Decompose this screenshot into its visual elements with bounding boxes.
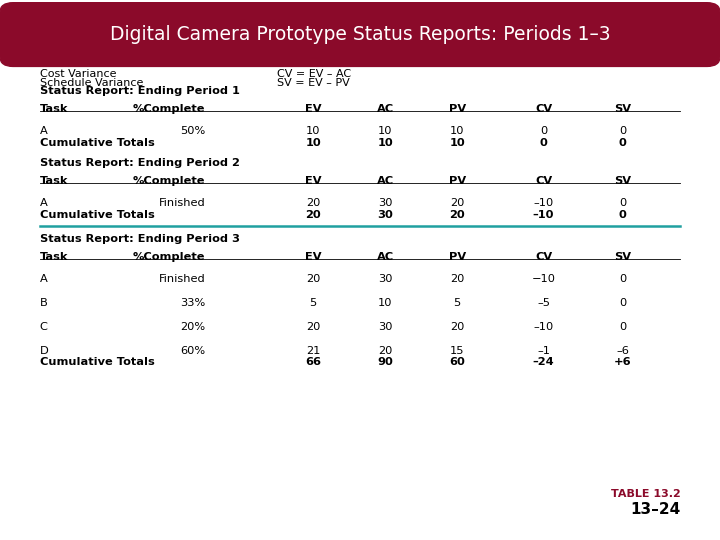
- Text: 20: 20: [450, 198, 464, 208]
- Text: 20: 20: [306, 198, 320, 208]
- Text: CV: CV: [535, 104, 552, 114]
- Text: 20: 20: [378, 346, 392, 356]
- Text: Task: Task: [40, 176, 68, 186]
- Text: 0: 0: [619, 322, 626, 332]
- Text: 66: 66: [305, 357, 321, 368]
- Text: Cumulative Totals: Cumulative Totals: [40, 357, 154, 368]
- Text: 0: 0: [540, 126, 547, 137]
- Text: 13–24: 13–24: [630, 502, 680, 517]
- Text: 20%: 20%: [180, 322, 205, 332]
- Text: 10: 10: [378, 126, 392, 137]
- Text: A: A: [40, 274, 48, 285]
- Text: 50%: 50%: [180, 126, 205, 137]
- Text: PV: PV: [449, 176, 466, 186]
- Text: 10: 10: [305, 138, 321, 149]
- Text: AC: AC: [377, 104, 394, 114]
- Text: D: D: [40, 346, 48, 356]
- Text: AC: AC: [377, 252, 394, 262]
- Text: 60%: 60%: [180, 346, 205, 356]
- Text: C: C: [40, 322, 48, 332]
- Text: SV = EV – PV: SV = EV – PV: [277, 78, 350, 88]
- Text: 33%: 33%: [180, 298, 205, 308]
- Text: 21: 21: [306, 346, 320, 356]
- Text: Cost Variance: Cost Variance: [40, 69, 116, 79]
- Text: %Complete: %Complete: [132, 176, 205, 186]
- Text: 0: 0: [619, 298, 626, 308]
- Text: 90: 90: [377, 357, 393, 368]
- Text: CV = EV – AC: CV = EV – AC: [277, 69, 351, 79]
- Text: 0: 0: [540, 138, 547, 149]
- Text: SV: SV: [614, 176, 631, 186]
- Text: Task: Task: [40, 252, 68, 262]
- Text: Task: Task: [40, 104, 68, 114]
- Text: 10: 10: [377, 138, 393, 149]
- Text: PV: PV: [449, 104, 466, 114]
- Text: %Complete: %Complete: [132, 252, 205, 262]
- Text: 20: 20: [450, 322, 464, 332]
- Text: −10: −10: [531, 274, 556, 285]
- Text: 0: 0: [619, 198, 626, 208]
- Text: 30: 30: [378, 322, 392, 332]
- Text: 5: 5: [454, 298, 461, 308]
- Text: 30: 30: [378, 198, 392, 208]
- Text: AC: AC: [377, 176, 394, 186]
- Text: 20: 20: [449, 210, 465, 220]
- Text: B: B: [40, 298, 48, 308]
- Text: 10: 10: [378, 298, 392, 308]
- Text: CV: CV: [535, 252, 552, 262]
- Text: 30: 30: [378, 274, 392, 285]
- Text: 15: 15: [450, 346, 464, 356]
- Text: 10: 10: [450, 126, 464, 137]
- Text: SV: SV: [614, 104, 631, 114]
- Text: 5: 5: [310, 298, 317, 308]
- Text: –1: –1: [537, 346, 550, 356]
- Text: 20: 20: [305, 210, 321, 220]
- Text: CV: CV: [535, 176, 552, 186]
- Text: Cumulative Totals: Cumulative Totals: [40, 138, 154, 149]
- Text: 0: 0: [619, 138, 626, 149]
- Text: EV: EV: [305, 176, 321, 186]
- Text: 10: 10: [306, 126, 320, 137]
- Text: EV: EV: [305, 104, 321, 114]
- Text: –5: –5: [537, 298, 550, 308]
- Text: A: A: [40, 198, 48, 208]
- Text: Finished: Finished: [158, 274, 205, 285]
- Text: 0: 0: [619, 274, 626, 285]
- Text: EV: EV: [305, 252, 321, 262]
- Text: %Complete: %Complete: [132, 104, 205, 114]
- Text: Digital Camera Prototype Status Reports: Periods 1–3: Digital Camera Prototype Status Reports:…: [109, 25, 611, 44]
- Text: A: A: [40, 126, 48, 137]
- Text: –10: –10: [534, 198, 554, 208]
- Text: Status Report: Ending Period 2: Status Report: Ending Period 2: [40, 158, 240, 168]
- Text: Status Report: Ending Period 1: Status Report: Ending Period 1: [40, 86, 240, 97]
- Text: Finished: Finished: [158, 198, 205, 208]
- Text: –10: –10: [533, 210, 554, 220]
- Text: –6: –6: [616, 346, 629, 356]
- Text: 20: 20: [306, 274, 320, 285]
- Text: –24: –24: [533, 357, 554, 368]
- Text: 10: 10: [449, 138, 465, 149]
- Text: PV: PV: [449, 252, 466, 262]
- Text: –10: –10: [534, 322, 554, 332]
- Text: Schedule Variance: Schedule Variance: [40, 78, 143, 88]
- Text: Cumulative Totals: Cumulative Totals: [40, 210, 154, 220]
- Text: 20: 20: [306, 322, 320, 332]
- Text: 20: 20: [450, 274, 464, 285]
- Text: 60: 60: [449, 357, 465, 368]
- Text: TABLE 13.2: TABLE 13.2: [611, 489, 680, 499]
- Text: 30: 30: [377, 210, 393, 220]
- Text: Status Report: Ending Period 3: Status Report: Ending Period 3: [40, 234, 240, 245]
- Text: +6: +6: [614, 357, 631, 368]
- Text: SV: SV: [614, 252, 631, 262]
- Text: 0: 0: [619, 126, 626, 137]
- Text: 0: 0: [619, 210, 626, 220]
